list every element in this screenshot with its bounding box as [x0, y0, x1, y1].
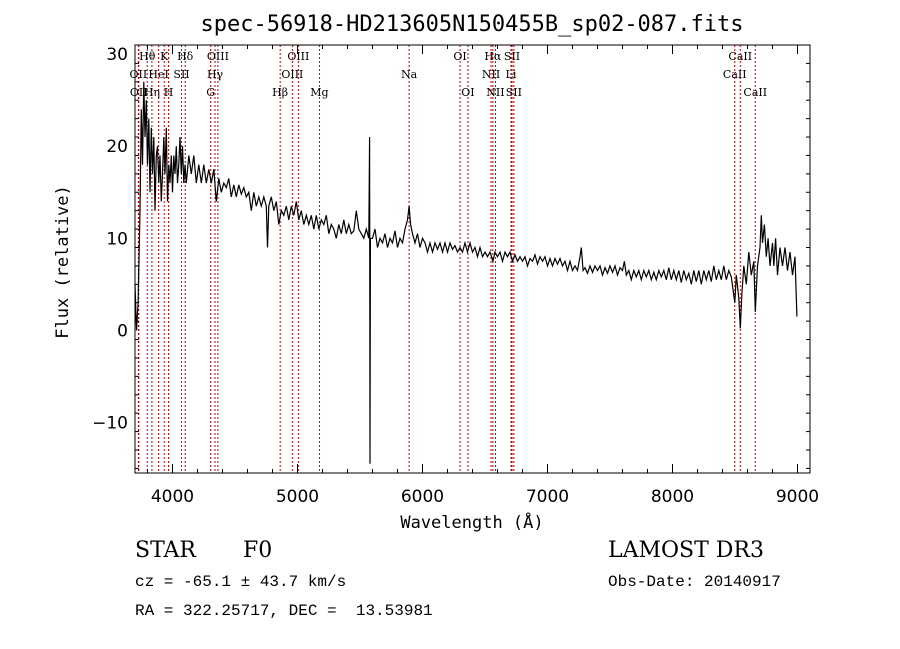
line-label: Li: [506, 68, 517, 81]
line-markers: [137, 45, 756, 473]
y-tick-label: 20: [106, 137, 128, 157]
line-label: NII: [482, 68, 500, 81]
line-label: CaII: [743, 86, 767, 99]
y-tick-label: −10: [92, 413, 128, 433]
line-label: SII: [506, 86, 522, 99]
line-label: SII: [173, 68, 189, 81]
x-tick-label: 6000: [401, 487, 444, 507]
line-label: HeI: [148, 68, 168, 81]
line-label: Hθ: [139, 50, 156, 63]
y-axis-label: Flux (relative): [53, 185, 73, 339]
line-label: CaII: [723, 68, 747, 81]
x-tick-label: 5000: [276, 487, 319, 507]
y-tick-label: 30: [106, 45, 128, 65]
line-label: OIII: [287, 50, 309, 63]
line-label: Hη: [144, 86, 160, 99]
line-label: Hδ: [177, 50, 194, 63]
line-label: Na: [401, 68, 418, 81]
redshift-readout: cz = -65.1 ± 43.7 km/s: [135, 573, 347, 591]
line-label: OIII: [281, 68, 303, 81]
plot-frame: [134, 44, 811, 474]
line-labels: HθOIIOIIHηHeIKHSIIHδGHγOIIIHβOIIIOIIIMgN…: [130, 50, 768, 99]
x-axis-label: Wavelength (Å): [400, 511, 543, 533]
line-label: SII: [504, 50, 520, 63]
line-label: CaII: [728, 50, 752, 63]
x-axis: 4000 5000 6000 7000 8000 9000: [147, 45, 819, 507]
y-axis: −10 0 10 20 30: [92, 45, 810, 469]
line-label: Mg: [310, 86, 328, 99]
x-tick-label: 9000: [776, 487, 819, 507]
spectrum-chart: spec-56918-HD213605N150455B_sp02-087.fit…: [53, 12, 819, 533]
x-tick-label: 4000: [151, 487, 194, 507]
line-label: H: [164, 86, 174, 99]
line-label: NII: [486, 86, 504, 99]
y-tick-label: 10: [106, 229, 128, 249]
line-label: OI: [453, 50, 466, 63]
line-label: G: [206, 86, 215, 99]
x-tick-label: 8000: [651, 487, 694, 507]
line-label: Hβ: [272, 86, 288, 99]
line-label: OI: [461, 86, 474, 99]
survey-name: LAMOST DR3: [608, 538, 764, 563]
chart-title: spec-56918-HD213605N150455B_sp02-087.fit…: [200, 12, 743, 37]
spectrum-line: [134, 81, 798, 464]
object-subclass: F0: [243, 538, 273, 563]
line-label: Hγ: [207, 68, 224, 81]
line-label: OIII: [207, 50, 229, 63]
line-label: Hα: [484, 50, 502, 63]
x-tick-label: 7000: [526, 487, 569, 507]
coordinates: RA = 322.25717, DEC = 13.53981: [135, 602, 433, 620]
line-label: OII: [130, 68, 148, 81]
object-class: STAR: [135, 538, 196, 563]
line-label: K: [160, 50, 169, 63]
y-tick-label: 0: [117, 321, 128, 341]
obs-date: Obs-Date: 20140917: [608, 573, 781, 591]
